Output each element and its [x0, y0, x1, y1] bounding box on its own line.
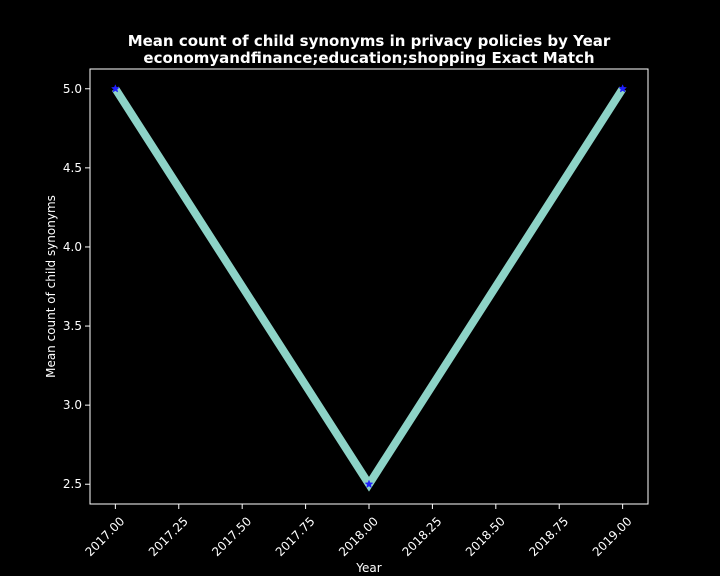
y-tick-label: 5.0	[63, 82, 82, 96]
y-axis-ticks: 2.5 3.0 3.5 4.0 4.5 5.0	[63, 82, 90, 491]
x-axis-label: Year	[355, 561, 381, 575]
y-tick-label: 3.5	[63, 319, 82, 333]
chart-title-line-2: economyandfinance;education;shopping Exa…	[143, 49, 594, 67]
y-tick-label: 2.5	[63, 477, 82, 491]
data-point-marker	[364, 479, 374, 488]
y-tick-label: 4.0	[63, 240, 82, 254]
y-tick-label: 3.0	[63, 398, 82, 412]
series-layer	[110, 84, 628, 492]
y-tick-label: 4.5	[63, 161, 82, 175]
data-point-marker	[110, 84, 120, 93]
chart-title-line-1: Mean count of child synonyms in privacy …	[128, 32, 611, 50]
y-axis-label: Mean count of child synonyms	[44, 195, 58, 378]
data-point-marker	[618, 84, 628, 93]
